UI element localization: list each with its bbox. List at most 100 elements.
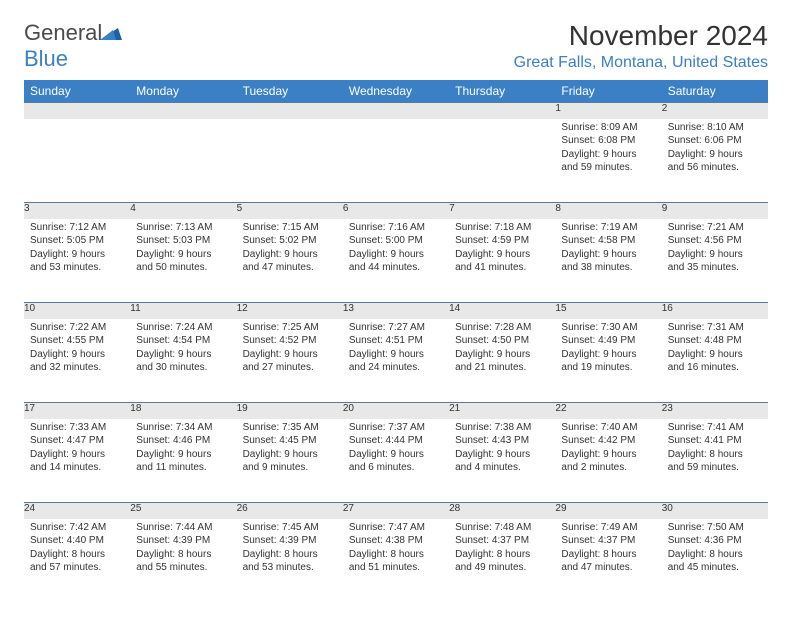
sunrise-text: Sunrise: 7:18 AM bbox=[455, 221, 549, 235]
day-header: Tuesday bbox=[237, 80, 343, 103]
day-cell: Sunrise: 7:24 AMSunset: 4:54 PMDaylight:… bbox=[130, 319, 236, 403]
daylight-text: Daylight: 9 hours and 27 minutes. bbox=[243, 348, 337, 375]
day-number-cell: 26 bbox=[237, 503, 343, 519]
day-number-cell: 22 bbox=[555, 403, 661, 419]
sunrise-text: Sunrise: 7:24 AM bbox=[136, 321, 230, 335]
day-number-cell: 2 bbox=[662, 103, 768, 119]
day-cell-content: Sunrise: 7:22 AMSunset: 4:55 PMDaylight:… bbox=[24, 319, 130, 379]
day-number-cell: 16 bbox=[662, 303, 768, 319]
sunset-text: Sunset: 4:43 PM bbox=[455, 434, 549, 448]
sunset-text: Sunset: 6:06 PM bbox=[668, 134, 762, 148]
daylight-text: Daylight: 8 hours and 53 minutes. bbox=[243, 548, 337, 575]
day-content-row: Sunrise: 7:12 AMSunset: 5:05 PMDaylight:… bbox=[24, 219, 768, 303]
day-cell: Sunrise: 7:18 AMSunset: 4:59 PMDaylight:… bbox=[449, 219, 555, 303]
daylight-text: Daylight: 9 hours and 56 minutes. bbox=[668, 148, 762, 175]
day-cell: Sunrise: 7:49 AMSunset: 4:37 PMDaylight:… bbox=[555, 519, 661, 603]
day-content-row: Sunrise: 7:42 AMSunset: 4:40 PMDaylight:… bbox=[24, 519, 768, 603]
sunset-text: Sunset: 5:05 PM bbox=[30, 234, 124, 248]
day-number-cell: 13 bbox=[343, 303, 449, 319]
day-cell: Sunrise: 7:35 AMSunset: 4:45 PMDaylight:… bbox=[237, 419, 343, 503]
sunset-text: Sunset: 4:48 PM bbox=[668, 334, 762, 348]
day-cell: Sunrise: 7:34 AMSunset: 4:46 PMDaylight:… bbox=[130, 419, 236, 503]
day-cell-content: Sunrise: 8:09 AMSunset: 6:08 PMDaylight:… bbox=[555, 119, 661, 179]
logo: General Blue bbox=[24, 20, 122, 72]
sunset-text: Sunset: 4:54 PM bbox=[136, 334, 230, 348]
daylight-text: Daylight: 8 hours and 47 minutes. bbox=[561, 548, 655, 575]
daylight-text: Daylight: 9 hours and 53 minutes. bbox=[30, 248, 124, 275]
day-number-cell: 14 bbox=[449, 303, 555, 319]
sunrise-text: Sunrise: 7:44 AM bbox=[136, 521, 230, 535]
daylight-text: Daylight: 9 hours and 2 minutes. bbox=[561, 448, 655, 475]
day-cell-content: Sunrise: 7:15 AMSunset: 5:02 PMDaylight:… bbox=[237, 219, 343, 279]
day-cell: Sunrise: 7:16 AMSunset: 5:00 PMDaylight:… bbox=[343, 219, 449, 303]
sunset-text: Sunset: 4:40 PM bbox=[30, 534, 124, 548]
sunset-text: Sunset: 4:42 PM bbox=[561, 434, 655, 448]
day-cell bbox=[24, 119, 130, 203]
day-number-row: 12 bbox=[24, 103, 768, 119]
day-number-row: 3456789 bbox=[24, 203, 768, 219]
day-number-cell: 12 bbox=[237, 303, 343, 319]
day-cell bbox=[237, 119, 343, 203]
day-cell-content: Sunrise: 7:35 AMSunset: 4:45 PMDaylight:… bbox=[237, 419, 343, 479]
sunset-text: Sunset: 5:02 PM bbox=[243, 234, 337, 248]
day-number-cell: 11 bbox=[130, 303, 236, 319]
day-number-cell: 18 bbox=[130, 403, 236, 419]
day-number-cell: 4 bbox=[130, 203, 236, 219]
sunrise-text: Sunrise: 7:27 AM bbox=[349, 321, 443, 335]
daylight-text: Daylight: 9 hours and 21 minutes. bbox=[455, 348, 549, 375]
daylight-text: Daylight: 9 hours and 6 minutes. bbox=[349, 448, 443, 475]
day-cell-content: Sunrise: 7:21 AMSunset: 4:56 PMDaylight:… bbox=[662, 219, 768, 279]
daylight-text: Daylight: 8 hours and 55 minutes. bbox=[136, 548, 230, 575]
day-cell-content: Sunrise: 7:38 AMSunset: 4:43 PMDaylight:… bbox=[449, 419, 555, 479]
month-title: November 2024 bbox=[514, 20, 768, 52]
day-cell: Sunrise: 7:48 AMSunset: 4:37 PMDaylight:… bbox=[449, 519, 555, 603]
day-number-cell: 9 bbox=[662, 203, 768, 219]
sunset-text: Sunset: 5:03 PM bbox=[136, 234, 230, 248]
sunset-text: Sunset: 4:44 PM bbox=[349, 434, 443, 448]
sunrise-text: Sunrise: 7:34 AM bbox=[136, 421, 230, 435]
sunset-text: Sunset: 4:39 PM bbox=[136, 534, 230, 548]
sunset-text: Sunset: 4:50 PM bbox=[455, 334, 549, 348]
sunset-text: Sunset: 4:37 PM bbox=[561, 534, 655, 548]
sunset-text: Sunset: 4:56 PM bbox=[668, 234, 762, 248]
day-cell: Sunrise: 7:44 AMSunset: 4:39 PMDaylight:… bbox=[130, 519, 236, 603]
calendar-header-row: SundayMondayTuesdayWednesdayThursdayFrid… bbox=[24, 80, 768, 103]
day-number-cell: 17 bbox=[24, 403, 130, 419]
sunrise-text: Sunrise: 7:16 AM bbox=[349, 221, 443, 235]
sunrise-text: Sunrise: 7:19 AM bbox=[561, 221, 655, 235]
day-number-cell bbox=[449, 103, 555, 119]
day-cell-content: Sunrise: 7:42 AMSunset: 4:40 PMDaylight:… bbox=[24, 519, 130, 579]
sunrise-text: Sunrise: 7:47 AM bbox=[349, 521, 443, 535]
day-content-row: Sunrise: 7:22 AMSunset: 4:55 PMDaylight:… bbox=[24, 319, 768, 403]
day-number-cell bbox=[24, 103, 130, 119]
day-number-cell: 7 bbox=[449, 203, 555, 219]
day-cell-content: Sunrise: 7:19 AMSunset: 4:58 PMDaylight:… bbox=[555, 219, 661, 279]
title-block: November 2024 Great Falls, Montana, Unit… bbox=[514, 20, 768, 72]
sunrise-text: Sunrise: 7:28 AM bbox=[455, 321, 549, 335]
day-cell: Sunrise: 7:41 AMSunset: 4:41 PMDaylight:… bbox=[662, 419, 768, 503]
day-cell-content: Sunrise: 7:50 AMSunset: 4:36 PMDaylight:… bbox=[662, 519, 768, 579]
sunset-text: Sunset: 4:49 PM bbox=[561, 334, 655, 348]
day-number-row: 17181920212223 bbox=[24, 403, 768, 419]
sunrise-text: Sunrise: 7:33 AM bbox=[30, 421, 124, 435]
sunrise-text: Sunrise: 7:48 AM bbox=[455, 521, 549, 535]
calendar-body: 12Sunrise: 8:09 AMSunset: 6:08 PMDayligh… bbox=[24, 103, 768, 603]
day-number-cell bbox=[130, 103, 236, 119]
day-number-cell bbox=[237, 103, 343, 119]
day-cell: Sunrise: 7:21 AMSunset: 4:56 PMDaylight:… bbox=[662, 219, 768, 303]
sunset-text: Sunset: 4:59 PM bbox=[455, 234, 549, 248]
daylight-text: Daylight: 9 hours and 19 minutes. bbox=[561, 348, 655, 375]
day-cell: Sunrise: 7:42 AMSunset: 4:40 PMDaylight:… bbox=[24, 519, 130, 603]
day-cell: Sunrise: 7:47 AMSunset: 4:38 PMDaylight:… bbox=[343, 519, 449, 603]
sunset-text: Sunset: 4:51 PM bbox=[349, 334, 443, 348]
sunrise-text: Sunrise: 7:35 AM bbox=[243, 421, 337, 435]
daylight-text: Daylight: 9 hours and 4 minutes. bbox=[455, 448, 549, 475]
day-cell: Sunrise: 7:13 AMSunset: 5:03 PMDaylight:… bbox=[130, 219, 236, 303]
daylight-text: Daylight: 9 hours and 24 minutes. bbox=[349, 348, 443, 375]
day-cell: Sunrise: 7:50 AMSunset: 4:36 PMDaylight:… bbox=[662, 519, 768, 603]
header: General Blue November 2024 Great Falls, … bbox=[24, 20, 768, 72]
day-header: Wednesday bbox=[343, 80, 449, 103]
sunrise-text: Sunrise: 7:49 AM bbox=[561, 521, 655, 535]
sunset-text: Sunset: 4:45 PM bbox=[243, 434, 337, 448]
sunrise-text: Sunrise: 7:38 AM bbox=[455, 421, 549, 435]
